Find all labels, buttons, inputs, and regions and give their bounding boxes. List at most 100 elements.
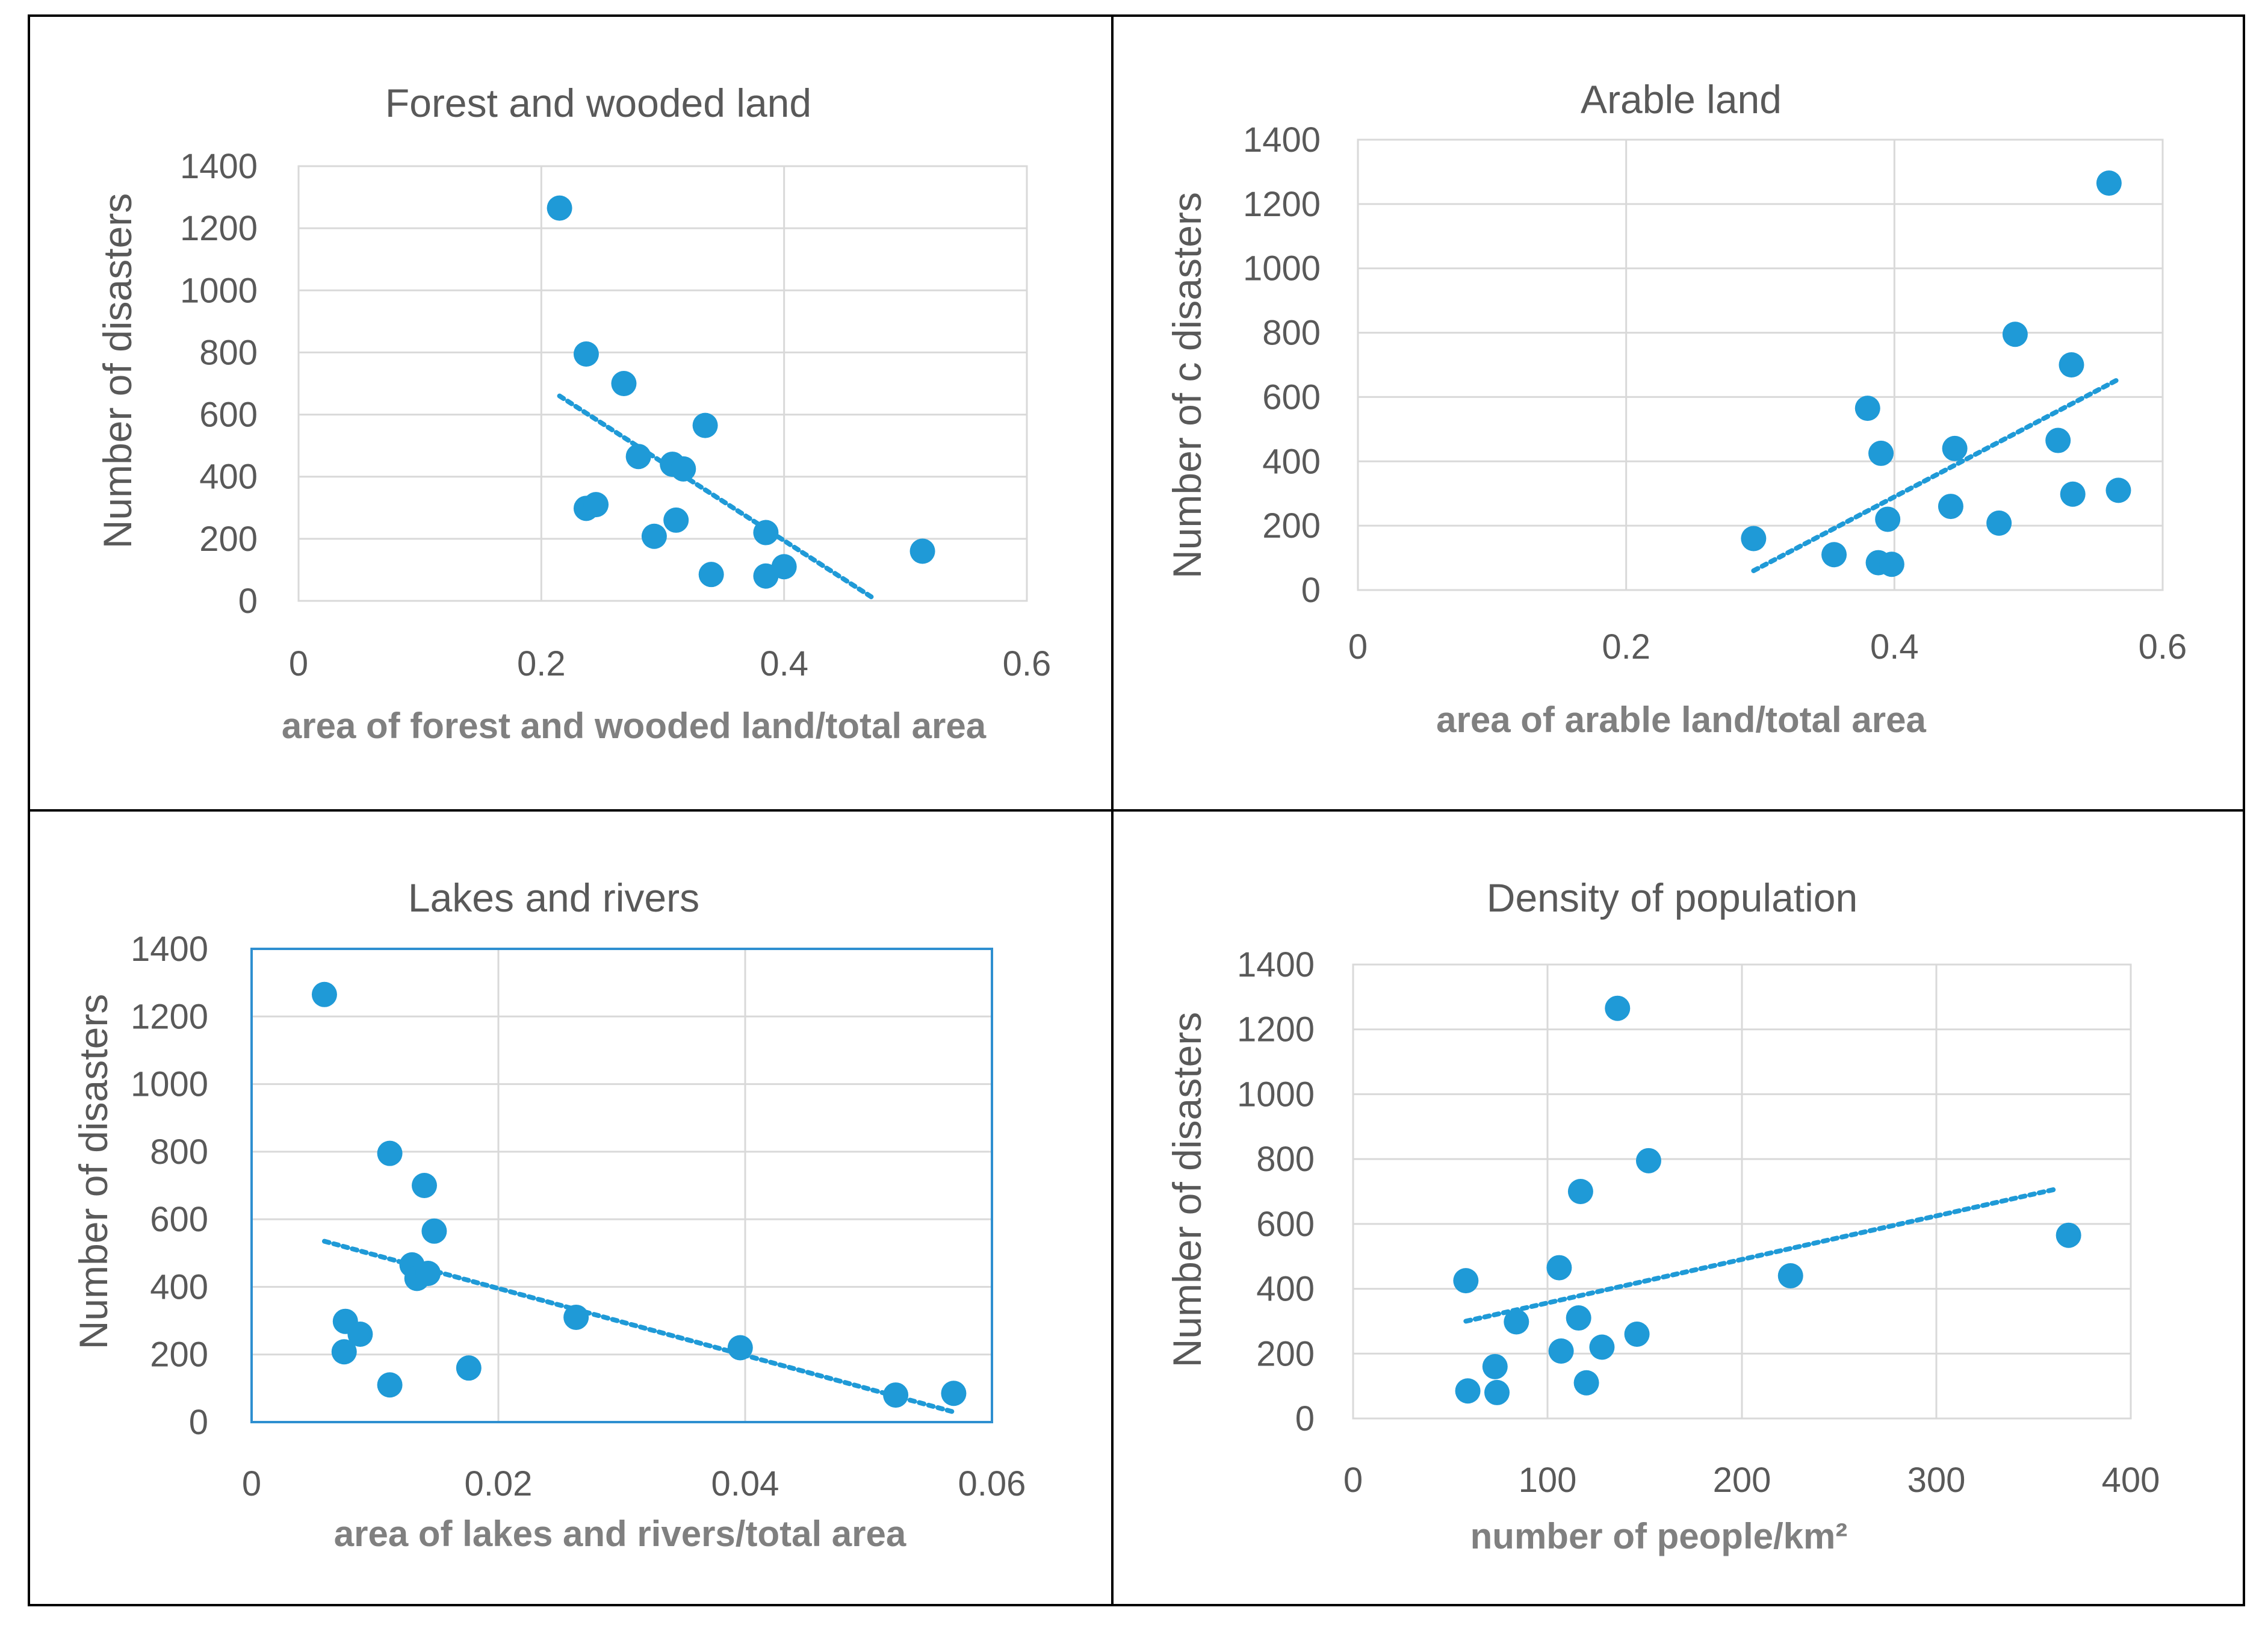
data-point	[1504, 1309, 1529, 1335]
data-point	[727, 1335, 753, 1361]
y-axis-label: Number of disasters	[71, 994, 116, 1350]
data-point	[1821, 542, 1847, 568]
data-point	[1589, 1334, 1615, 1360]
data-points	[547, 195, 935, 589]
y-tick-label: 1000	[1237, 1075, 1315, 1114]
x-tick-label: 0	[1348, 627, 1368, 666]
data-point	[2060, 481, 2086, 507]
y-tick-label: 600	[1262, 377, 1321, 417]
x-tick-label: 0.02	[465, 1464, 533, 1503]
data-points	[1741, 170, 2131, 577]
x-axis-label: number of people/km²	[1470, 1516, 1848, 1556]
data-point	[641, 523, 667, 549]
data-point	[611, 371, 637, 396]
data-point	[883, 1382, 909, 1408]
data-point	[753, 520, 779, 545]
data-point	[415, 1260, 441, 1286]
x-tick-label: 0.6	[1003, 644, 1052, 683]
data-point	[1566, 1305, 1591, 1331]
y-tick-label: 600	[199, 396, 258, 435]
y-tick-label: 800	[199, 333, 258, 372]
data-point	[692, 412, 718, 438]
x-tick-label: 0.06	[958, 1464, 1026, 1503]
data-point	[456, 1355, 482, 1381]
plot-area-border	[250, 948, 993, 1423]
y-tick-label: 1200	[1243, 185, 1321, 224]
data-point	[1453, 1268, 1479, 1294]
y-tick-label: 1000	[180, 271, 258, 310]
y-tick-label: 200	[150, 1335, 208, 1375]
y-tick-labels: 0 200 400 600 800 1000 1200 1400	[1243, 120, 1321, 610]
y-tick-label: 1400	[131, 930, 208, 969]
data-point	[941, 1381, 967, 1406]
y-tick-label: 0	[1301, 571, 1321, 610]
y-tick-label: 1200	[180, 209, 258, 248]
data-point	[331, 1339, 357, 1365]
y-axis-label: Number of c disasters	[1165, 192, 1209, 579]
gridlines	[1357, 138, 2164, 591]
data-point	[1986, 510, 2012, 536]
data-point	[1938, 494, 1963, 520]
data-point	[377, 1140, 403, 1166]
y-tick-label: 0	[1295, 1399, 1315, 1438]
trendline	[557, 393, 878, 602]
y-tick-label: 200	[1256, 1334, 1315, 1373]
data-point	[1605, 995, 1631, 1021]
plot-area-border	[1352, 963, 2132, 1420]
data-point	[377, 1372, 403, 1398]
x-tick-label: 400	[2102, 1461, 2160, 1500]
data-point	[1942, 435, 1968, 461]
chart-title: Density of population	[1487, 875, 1857, 920]
data-point	[1777, 1263, 1803, 1289]
x-tick-label: 0	[1343, 1461, 1363, 1500]
trendline	[1751, 377, 2121, 573]
data-point	[1567, 1179, 1593, 1204]
y-tick-label: 1000	[131, 1065, 208, 1104]
x-tick-label: 0	[289, 644, 308, 683]
y-tick-label: 1000	[1243, 249, 1321, 288]
data-point	[563, 1304, 589, 1330]
trendline-group	[557, 393, 878, 602]
data-point	[547, 195, 572, 221]
x-tick-label: 0.4	[760, 644, 808, 683]
x-tick-label: 0.2	[517, 644, 566, 683]
y-tick-labels: 0 200 400 600 800 1000 1200 1400	[1237, 945, 1315, 1438]
data-point	[1635, 1148, 1661, 1173]
data-point	[2059, 352, 2084, 377]
x-tick-label: 0	[242, 1464, 261, 1503]
chart-panel-forest: 0 200 400 600 800 1000 1200 1400 0 0.2 0.4 0.6 For…	[95, 81, 1051, 746]
plot-area-border	[1357, 138, 2164, 591]
data-point	[573, 341, 599, 367]
data-point	[583, 492, 609, 518]
x-tick-labels: 0 0.2 0.4 0.6	[289, 644, 1051, 683]
data-point	[1455, 1378, 1481, 1404]
data-point	[2002, 322, 2028, 347]
data-point	[2045, 427, 2071, 453]
y-tick-label: 400	[199, 458, 258, 497]
trendline	[1463, 1186, 2060, 1324]
data-point	[1741, 526, 1767, 551]
chart-title: Arable land	[1581, 77, 1782, 122]
data-point	[909, 538, 935, 564]
y-tick-label: 0	[238, 582, 258, 621]
gridlines	[1352, 963, 2132, 1420]
x-tick-label: 0.6	[2139, 627, 2187, 666]
data-point	[1573, 1370, 1599, 1396]
data-point	[1879, 551, 1904, 577]
y-tick-label: 400	[150, 1267, 208, 1306]
plot-area-border	[297, 165, 1028, 602]
y-tick-label: 1400	[1237, 945, 1315, 984]
y-tick-labels: 0 200 400 600 800 1000 1200 1400	[131, 930, 208, 1442]
y-tick-label: 200	[199, 520, 258, 559]
data-point	[412, 1173, 437, 1198]
y-tick-labels: 0 200 400 600 800 1000 1200 1400	[180, 147, 258, 621]
data-point	[771, 554, 797, 580]
data-point	[671, 456, 696, 482]
data-point	[1875, 506, 1901, 532]
trendline-group	[1751, 377, 2121, 573]
data-point	[2105, 477, 2131, 503]
data-point	[1868, 440, 1894, 466]
chart-panel-arable: 0 200 400 600 800 1000 1200 1400 0 0.2 0.4 0.6 Ara…	[1165, 77, 2187, 740]
